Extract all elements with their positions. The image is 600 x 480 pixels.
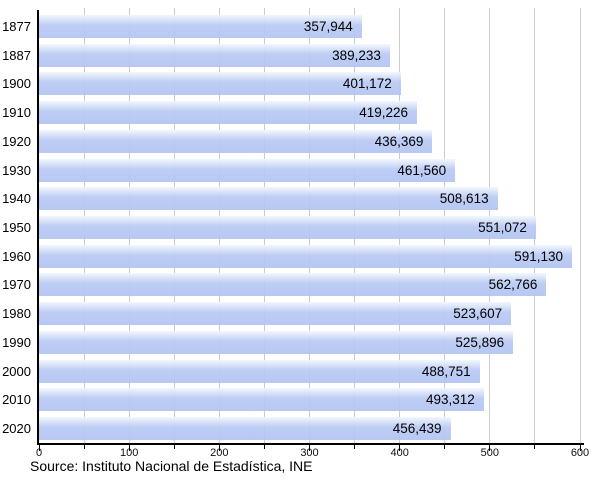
x-axis-tick-label: 100 (119, 447, 139, 459)
category-label: 1970 (2, 277, 31, 293)
category-label: 2000 (2, 363, 31, 379)
category-label: 1990 (2, 334, 31, 350)
x-axis-tick-label: 300 (300, 447, 319, 459)
x-axis-tick (354, 445, 356, 449)
bar: 523,607 (39, 302, 512, 326)
x-axis-tick-label: 500 (480, 447, 499, 459)
y-axis-line (37, 10, 39, 444)
value-label: 419,226 (359, 105, 408, 121)
value-label: 493,312 (425, 392, 475, 408)
category-label: 2020 (2, 421, 31, 437)
bar-row: 2000 488,751 (0, 357, 600, 386)
value-label: 508,613 (439, 191, 489, 207)
x-axis-tick (579, 445, 581, 451)
value-label: 551,072 (478, 219, 527, 235)
bar-row: 1950 551,072 (0, 213, 600, 242)
value-label: 456,439 (392, 421, 442, 437)
bar: 357,944 (39, 14, 362, 38)
bar: 493,312 (39, 388, 484, 412)
bar-row: 1960 591,130 (0, 242, 600, 271)
bar-row: 2020 456,439 (0, 414, 600, 443)
source-note: Source: Instituto Nacional de Estadístic… (30, 458, 313, 474)
category-label: 1940 (2, 191, 31, 207)
category-label: 1887 (2, 47, 31, 63)
value-label: 401,172 (342, 76, 392, 92)
x-axis-tick (309, 445, 310, 451)
category-label: 1910 (2, 105, 31, 121)
bar: 551,072 (39, 215, 536, 239)
value-label: 562,766 (488, 277, 538, 293)
value-label: 591,130 (514, 248, 563, 264)
category-label: 1960 (2, 248, 31, 264)
x-axis-tick-label: 400 (390, 447, 409, 459)
x-axis-tick (534, 445, 536, 449)
x-axis-tick (489, 445, 491, 451)
bar: 401,172 (39, 72, 401, 96)
bar-row: 1990 525,896 (0, 328, 600, 357)
bar: 456,439 (39, 417, 451, 441)
value-label: 488,751 (421, 363, 471, 379)
x-axis-tick (263, 445, 265, 449)
x-axis-tick (83, 445, 85, 449)
x-axis-tick-label: 200 (210, 447, 229, 459)
bar: 508,613 (39, 187, 498, 211)
bar-row: 2010 493,312 (0, 386, 600, 415)
category-label: 1950 (2, 219, 31, 235)
x-axis-tick (218, 445, 220, 451)
bar: 488,751 (39, 359, 480, 383)
value-label: 461,560 (397, 162, 447, 178)
category-label: 2010 (2, 392, 31, 408)
bar-row: 1920 436,369 (0, 127, 600, 156)
x-axis-tick (38, 445, 40, 451)
x-axis-tick (173, 445, 175, 449)
bar-row: 1877 357,944 (0, 12, 600, 41)
x-axis-tick-label: 0 (35, 447, 43, 459)
bar-row: 1900 401,172 (0, 69, 600, 98)
bar: 389,233 (39, 43, 390, 67)
category-label: 1900 (2, 76, 31, 92)
bar-row: 1887 389,233 (0, 41, 600, 70)
bar: 436,369 (39, 129, 433, 153)
x-axis-tick (128, 445, 130, 451)
bar: 525,896 (39, 330, 514, 354)
bar: 591,130 (39, 244, 572, 268)
x-axis-line (37, 443, 584, 445)
bar-row: 1980 523,607 (0, 299, 600, 328)
bar: 419,226 (39, 101, 417, 125)
x-axis-tick-label: 600 (570, 447, 590, 459)
value-label: 357,944 (303, 18, 353, 34)
x-axis-tick (444, 445, 446, 449)
value-label: 436,369 (374, 133, 424, 149)
value-label: 525,896 (455, 334, 505, 350)
category-label: 1877 (2, 18, 31, 34)
x-axis-tick (399, 445, 401, 451)
category-label: 1980 (2, 306, 31, 322)
bar-row: 1940 508,613 (0, 184, 600, 213)
category-label: 1930 (2, 162, 31, 178)
bar-row: 1910 419,226 (0, 98, 600, 127)
value-label: 389,233 (332, 47, 381, 63)
bar: 562,766 (39, 273, 547, 297)
value-label: 523,607 (453, 306, 503, 322)
category-label: 1920 (2, 133, 31, 149)
bar-row: 1970 562,766 (0, 271, 600, 300)
bar-row: 1930 461,560 (0, 156, 600, 185)
bar: 461,560 (39, 158, 456, 182)
gridline (579, 8, 581, 443)
